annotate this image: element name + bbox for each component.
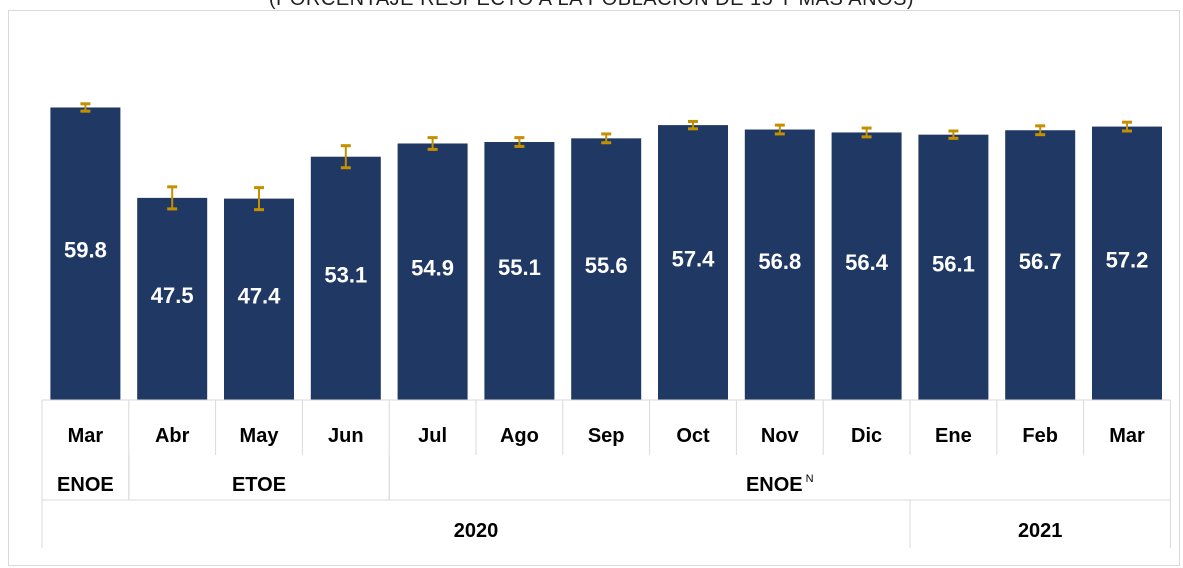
bar-2	[224, 198, 294, 400]
data-label-0: 59.8	[64, 238, 107, 263]
bar-6	[571, 138, 642, 400]
x-tick-label-5: Ago	[500, 425, 539, 447]
x-tick-label-9: Dic	[851, 425, 882, 447]
chart-frame	[8, 10, 1180, 566]
bar-11	[1005, 130, 1076, 400]
bar-3	[310, 156, 381, 400]
chart-subtitle: (PORCENTAJE RESPECTO A LA POBLACIÓN DE 1…	[0, 0, 1183, 11]
bar-10	[918, 134, 989, 401]
x-tick-label-10: Ene	[935, 425, 972, 447]
x-tick-label-3: Jun	[328, 425, 364, 447]
bar-5	[484, 142, 555, 400]
data-label-4: 54.9	[411, 256, 454, 281]
survey-group-superscript-2: N	[806, 473, 814, 485]
x-tick-label-6: Sep	[588, 425, 625, 447]
bar-0	[50, 107, 121, 400]
data-label-12: 57.2	[1106, 247, 1149, 272]
year-group-label-0: 2020	[454, 520, 499, 542]
x-tick-label-1: Abr	[155, 425, 190, 447]
bar-9	[831, 132, 902, 400]
bar-7	[658, 125, 728, 401]
data-label-10: 56.1	[932, 251, 975, 276]
data-label-2: 47.4	[238, 283, 282, 308]
data-label-3: 53.1	[324, 262, 367, 287]
data-label-1: 47.5	[151, 283, 194, 308]
bar-1	[137, 197, 208, 400]
bar-12	[1092, 126, 1162, 400]
data-label-9: 56.4	[845, 250, 889, 275]
data-label-7: 57.4	[672, 247, 716, 272]
survey-group-label-0: ENOE	[57, 474, 114, 496]
data-label-11: 56.7	[1019, 249, 1062, 274]
x-tick-label-4: Jul	[418, 425, 447, 447]
x-tick-label-2: May	[240, 425, 280, 447]
data-label-6: 55.6	[585, 253, 628, 278]
x-tick-label-8: Nov	[761, 425, 800, 447]
bar-4	[397, 143, 468, 401]
year-group-label-1: 2021	[1018, 520, 1063, 542]
x-tick-label-7: Oct	[676, 425, 710, 447]
x-tick-label-11: Feb	[1022, 425, 1058, 447]
survey-group-label-2: ENOE N	[746, 473, 814, 496]
survey-group-label-1: ETOE	[232, 474, 286, 496]
bar-8	[744, 129, 815, 400]
data-label-5: 55.1	[498, 255, 541, 280]
x-tick-label-0: Mar	[68, 425, 104, 447]
data-label-8: 56.8	[758, 249, 801, 274]
x-tick-label-12: Mar	[1109, 425, 1145, 447]
